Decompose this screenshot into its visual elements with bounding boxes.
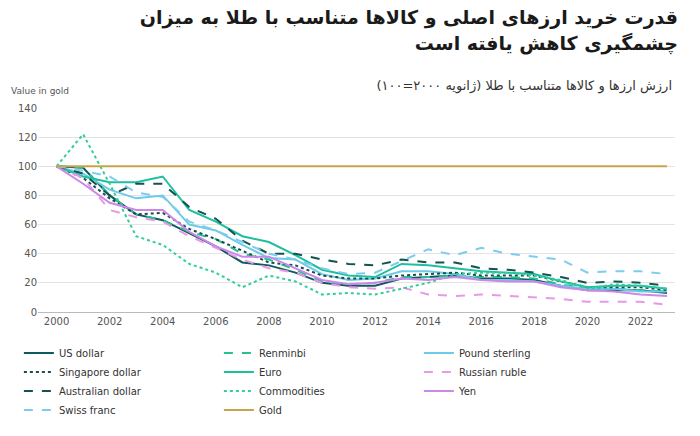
- svg-text:80: 80: [24, 190, 37, 201]
- svg-text:2020: 2020: [575, 316, 600, 327]
- svg-text:2008: 2008: [256, 316, 281, 327]
- svg-text:2002: 2002: [97, 316, 122, 327]
- svg-text:2012: 2012: [362, 316, 387, 327]
- svg-text:140: 140: [18, 103, 37, 114]
- svg-text:2018: 2018: [522, 316, 547, 327]
- html-text:قدرت خرید ارزهای اصلی و کالاها: قدرت خرید ارزهای اصلی و کالاها متناسب با…: [139, 6, 678, 54]
- svg-text:Euro: Euro: [259, 367, 282, 378]
- svg-text:2014: 2014: [415, 316, 440, 327]
- svg-text:2004: 2004: [150, 316, 175, 327]
- svg-text:20: 20: [24, 277, 37, 288]
- svg-text:Russian ruble: Russian ruble: [459, 367, 526, 378]
- svg-text:0: 0: [31, 307, 37, 318]
- svg-text:2016: 2016: [469, 316, 494, 327]
- svg-text:Yen: Yen: [458, 386, 476, 397]
- svg-text:2022: 2022: [628, 316, 653, 327]
- svg-text:Swiss franc: Swiss franc: [59, 405, 116, 416]
- svg-text:Singapore dollar: Singapore dollar: [59, 367, 142, 378]
- svg-text:2000: 2000: [44, 316, 69, 327]
- html-text:ارزش ارزها و کالاها متناسب با: ارزش ارزها و کالاها متناسب با طلا (ژانوی…: [376, 78, 672, 93]
- svg-text:Renminbi: Renminbi: [259, 348, 306, 359]
- svg-text:120: 120: [18, 132, 37, 143]
- svg-text:Gold: Gold: [259, 405, 282, 416]
- svg-text:Value in gold: Value in gold: [11, 86, 69, 96]
- svg-text:Australian dollar: Australian dollar: [59, 386, 142, 397]
- svg-text:2010: 2010: [309, 316, 334, 327]
- svg-text:40: 40: [24, 248, 37, 259]
- svg-text:100: 100: [18, 161, 37, 172]
- svg-text:Pound sterling: Pound sterling: [459, 348, 531, 359]
- svg-text:Commodities: Commodities: [259, 386, 325, 397]
- svg-text:US dollar: US dollar: [59, 348, 105, 359]
- svg-text:60: 60: [24, 219, 37, 230]
- svg-text:2006: 2006: [203, 316, 228, 327]
